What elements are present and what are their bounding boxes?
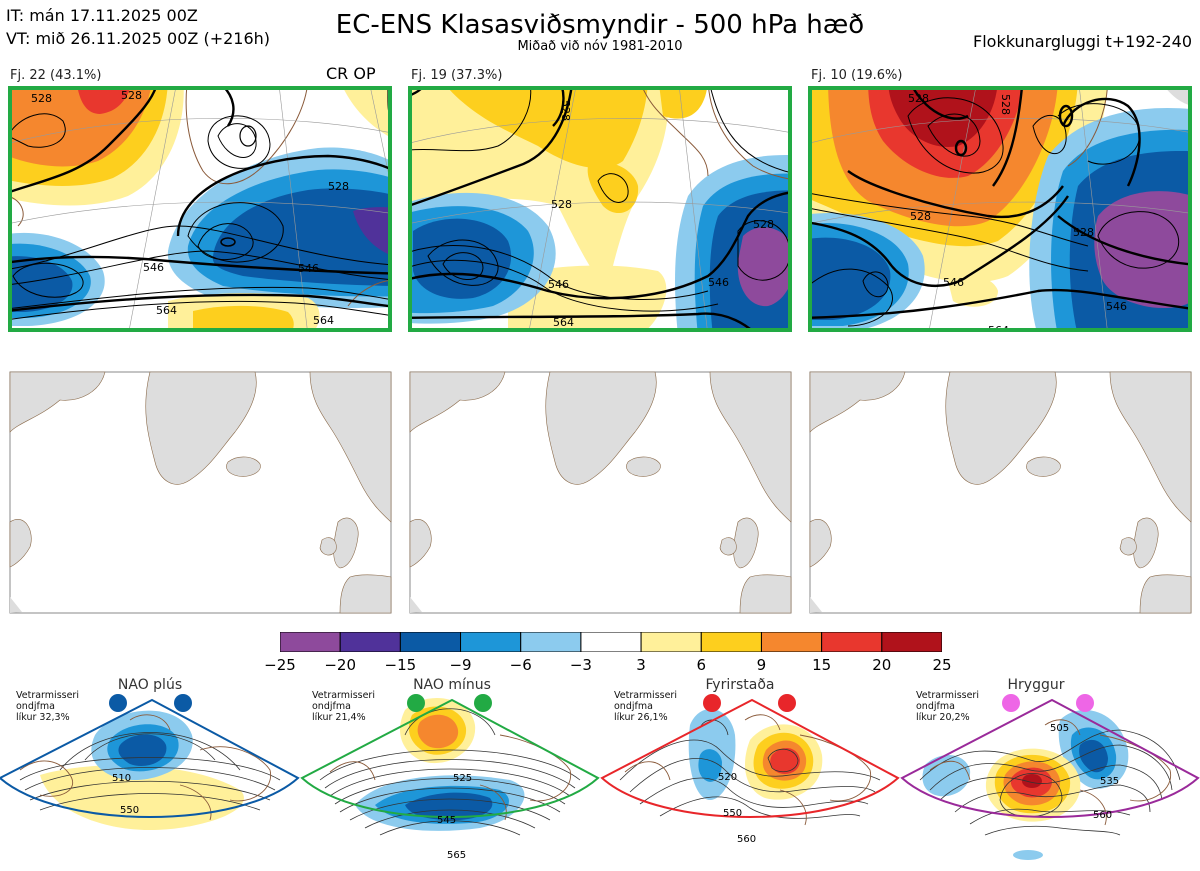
contour-label: 546 <box>298 262 319 275</box>
contour-label: 545 <box>437 815 456 826</box>
contour-label: 505 <box>1050 723 1069 734</box>
regime-title-nao-minus: NAO mínus <box>413 677 491 693</box>
contour-label: 510 <box>112 773 131 784</box>
contour-label: 528 <box>999 94 1012 115</box>
colorbar-tick-label: −20 <box>324 656 356 674</box>
contour-label: 550 <box>723 808 742 819</box>
regime-title-nao-plus: NAO plús <box>117 677 183 693</box>
regime-prob-nao-minus: Vetrarmisseri ondjfma líkur 21,4% <box>312 690 375 723</box>
regime-nao-minus-map: 525 545 565 <box>300 694 600 861</box>
issue-time: IT: mán 17.11.2025 00Z <box>6 6 198 25</box>
contour-label: 528 <box>328 180 349 193</box>
colorbar-tick-label: −15 <box>384 656 417 674</box>
colorbar-tick-label: 6 <box>696 656 707 674</box>
colorbar-tick-label: 3 <box>636 656 646 674</box>
colorbar-tick-label: −3 <box>569 656 592 674</box>
valid-time: VT: mið 26.11.2025 00Z (+216h) <box>6 29 271 48</box>
cluster-2-map: 528 546 528 564 546 528 <box>408 86 792 332</box>
contour-label: 520 <box>718 772 737 783</box>
contour-label: 550 <box>120 805 139 816</box>
colorbar-swatch <box>640 631 702 653</box>
colorbar-tick-label: −6 <box>509 656 532 674</box>
colorbar-swatch <box>279 631 341 653</box>
contour-label: 546 <box>708 276 729 289</box>
contour-label: 528 <box>908 92 929 105</box>
regime-nao-plus-map: 510 550 <box>0 694 300 830</box>
contour-label: 564 <box>313 314 334 327</box>
colorbar-tick-label: 15 <box>812 656 832 674</box>
regime-title-hryggur: Hryggur <box>1007 677 1065 693</box>
colorbar-swatch <box>760 631 823 653</box>
cluster-1-contour-labels: 528 528 546 546 564 564 528 <box>31 89 349 327</box>
colorbar-swatch <box>399 631 462 653</box>
regime-title-fyrirstada: Fyrirstaða <box>705 677 775 693</box>
colorbar-tick-label: −25 <box>264 656 296 674</box>
contour-label: 565 <box>447 850 466 861</box>
colorbar-swatch <box>821 631 883 653</box>
contour-label: 528 <box>31 92 52 105</box>
contour-label: 564 <box>156 304 177 317</box>
colorbar-tick-label: 25 <box>932 656 952 674</box>
regime-prob-nao-plus: Vetrarmisseri ondjfma líkur 32,3% <box>16 690 79 723</box>
regime-hryggur-map: 505 535 560 <box>900 694 1200 860</box>
page-title: EC-ENS Klasasviðsmyndir - 500 hPa hæð <box>335 10 865 40</box>
colorbar-tick-label: 20 <box>872 656 892 674</box>
contour-label: 528 <box>121 89 142 102</box>
cluster-1-label: Fj. 22 (43.1%) <box>10 68 102 83</box>
cluster-2-label: Fj. 19 (37.3%) <box>411 68 503 83</box>
contour-label: 528 <box>559 100 572 121</box>
colorbar-swatch <box>580 631 642 653</box>
contour-label: 546 <box>143 261 164 274</box>
contour-label: 546 <box>943 276 964 289</box>
colorbar-tick-label: −9 <box>449 656 472 674</box>
contour-label: 564 <box>553 316 574 329</box>
contour-label: 535 <box>1100 776 1119 787</box>
contour-label: 546 <box>548 278 569 291</box>
contour-label: 525 <box>453 773 472 784</box>
regime-fyrirstada-map: 520 550 560 <box>600 694 900 845</box>
contour-label: 546 <box>1106 300 1127 313</box>
cluster-3-map: 528 528 528 546 546 564 528 <box>808 86 1192 332</box>
contour-label: 528 <box>551 198 572 211</box>
contour-label: 560 <box>1093 810 1112 821</box>
colorbar-swatch <box>339 631 401 653</box>
contour-label: 528 <box>910 210 931 223</box>
cluster-1-map: 528 528 546 546 564 564 528 <box>8 86 392 332</box>
contour-label: 528 <box>1073 226 1094 239</box>
colorbar-swatch <box>520 631 582 653</box>
regime-prob-hryggur: Vetrarmisseri ondjfma líkur 20,2% <box>916 690 979 723</box>
contour-label: 560 <box>737 834 756 845</box>
cluster-1-tag: CR OP <box>326 64 376 83</box>
cluster-3-label: Fj. 10 (19.6%) <box>811 68 903 83</box>
page-subtitle: Miðað við nóv 1981-2010 <box>517 39 683 54</box>
colorbar-swatch <box>700 631 762 653</box>
colorbar-swatch <box>881 631 943 653</box>
regime-panels: 510 550 525 545 565 <box>0 694 1200 861</box>
regime-prob-fyrirstada: Vetrarmisseri ondjfma líkur 26,1% <box>614 690 677 723</box>
contour-label: 528 <box>753 218 774 231</box>
colorbar <box>279 631 943 653</box>
colorbar-swatch <box>460 631 522 653</box>
classification-window: Flokkunargluggi t+192-240 <box>973 32 1192 51</box>
colorbar-tick-label: 9 <box>756 656 767 674</box>
